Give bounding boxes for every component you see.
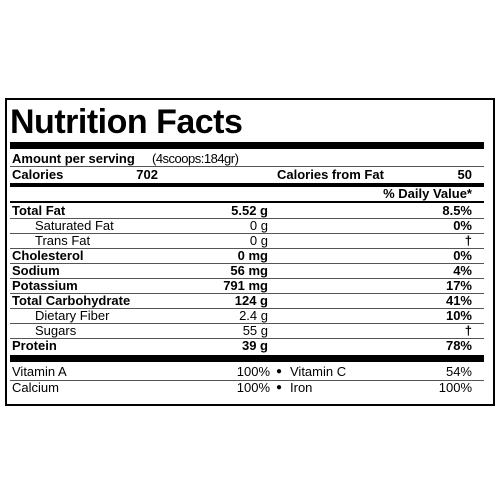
nutrient-amount: 56 mg: [230, 263, 268, 278]
label-box: [5, 98, 495, 406]
rule: [10, 278, 484, 279]
vitamin-dv: 100%: [438, 380, 472, 395]
rule: [10, 323, 484, 324]
calories-value: 702: [136, 167, 158, 182]
rule: [10, 233, 484, 234]
thick-bar: [10, 183, 484, 187]
nutrient-name: Cholesterol: [12, 248, 84, 263]
rule: [10, 308, 484, 309]
nutrient-name: Dietary Fiber: [35, 308, 110, 323]
rule: [10, 293, 484, 294]
rule: [10, 166, 484, 167]
vitamin-dv: 100%: [236, 364, 270, 379]
nutrient-amount: 39 g: [241, 338, 268, 353]
rule: [10, 218, 484, 219]
nutrient-name: Sugars: [35, 323, 77, 338]
nutrient-amount: 124 g: [234, 293, 268, 308]
vitamin-name: Iron: [290, 380, 313, 395]
nutrient-amount: 0 g: [249, 233, 268, 248]
rule: [10, 248, 484, 249]
nutrient-dv: †: [464, 233, 472, 248]
vitamin-dv: 100%: [236, 380, 270, 395]
rule: [10, 380, 484, 381]
vitamin-dv: 54%: [445, 364, 472, 379]
nutrient-dv: 10%: [445, 308, 472, 323]
vitamin-name: Vitamin C: [290, 364, 347, 379]
nutrient-name: Total Fat: [12, 203, 66, 218]
thick-bar: [10, 201, 484, 203]
nutrient-name: Protein: [12, 338, 57, 353]
nutrient-name: Total Carbohydrate: [12, 293, 131, 308]
nutrient-amount: 55 g: [242, 323, 268, 338]
thick-bar: [10, 142, 484, 149]
calories-fat-label: Calories from Fat: [277, 167, 384, 182]
bullet: ●: [276, 366, 283, 377]
nutrient-amount: 791 mg: [223, 278, 268, 293]
nutrient-dv: †: [464, 323, 472, 338]
rule: [10, 263, 484, 264]
nutrient-dv: 78%: [445, 338, 472, 353]
title: Nutrition Facts: [10, 103, 243, 141]
nutrient-name: Sodium: [12, 263, 60, 278]
nutrient-dv: 4%: [453, 263, 472, 278]
nutrient-dv: 41%: [445, 293, 472, 308]
nutrient-amount: 0 g: [249, 218, 268, 233]
bullet: ●: [276, 382, 283, 393]
nutrient-amount: 5.52 g: [231, 203, 268, 218]
rule: [10, 338, 484, 339]
calories-label: Calories: [12, 167, 64, 182]
nutrient-name: Trans Fat: [35, 233, 91, 248]
vitamin-name: Vitamin A: [12, 364, 67, 379]
serving-label: Amount per serving: [12, 151, 135, 166]
nutrient-name: Potassium: [12, 278, 78, 293]
nutrient-dv: 0%: [453, 218, 472, 233]
nutrient-amount: 0 mg: [237, 248, 268, 263]
vitamin-name: Calcium: [12, 380, 59, 395]
nutrient-dv: 8.5%: [442, 203, 472, 218]
nutrient-amount: 2.4 g: [239, 308, 268, 323]
nutrient-name: Saturated Fat: [35, 218, 114, 233]
calories-fat-value: 50: [457, 167, 472, 182]
nutrient-dv: 0%: [453, 248, 472, 263]
nutrient-dv: 17%: [445, 278, 472, 293]
serving-size: (4scoops:184gr): [152, 151, 239, 166]
daily-value-header: % Daily Value*: [383, 186, 472, 201]
thick-bar: [10, 355, 484, 362]
